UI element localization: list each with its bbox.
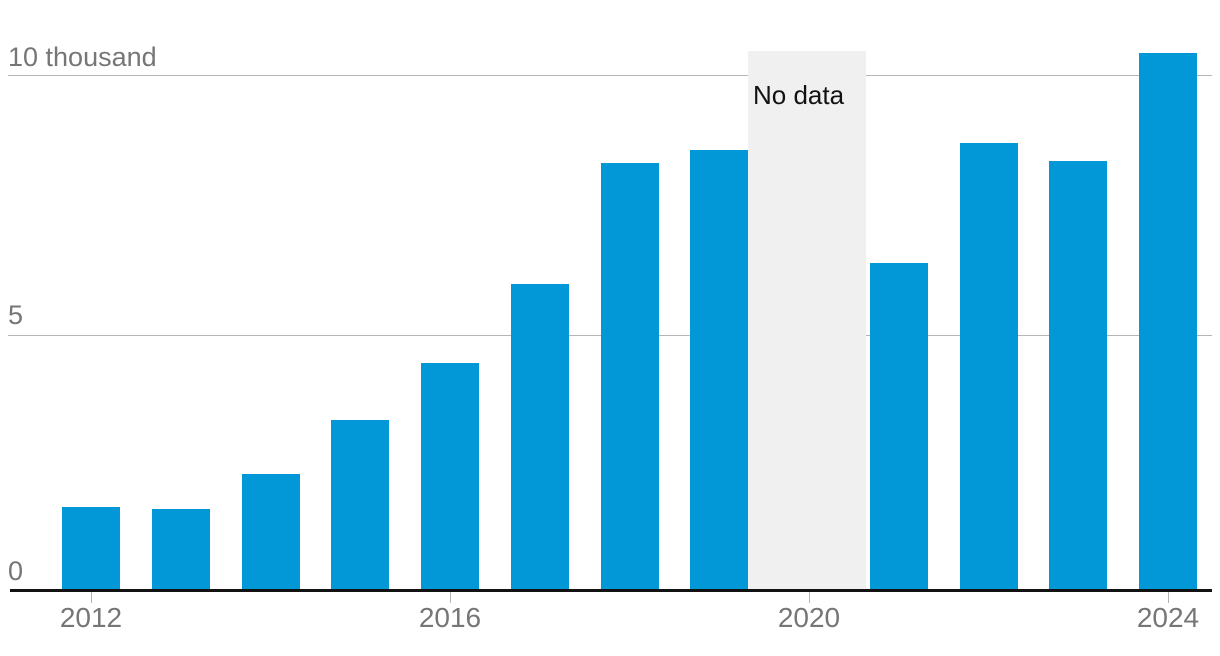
x-tick-2016 [450,592,451,603]
bar-2017 [511,284,569,589]
bars-layer [62,53,1197,589]
bar-2016 [421,363,479,589]
x-axis-label-2012: 2012 [59,602,123,633]
no-data-band-2020: No data [748,51,866,589]
gridline-10-thousand [8,75,1212,76]
y-axis-label-10-thousand: 10 thousand [8,42,157,72]
bar-2021 [870,263,928,589]
bar-2022 [960,143,1018,589]
x-tick-2024 [1168,592,1169,603]
x-axis-line [10,589,1212,592]
bar-2015 [331,420,389,589]
x-axis-label-2016: 2016 [418,602,482,633]
x-tick-2020 [809,592,810,603]
bar-2013 [152,509,210,589]
x-axis-label-2024: 2024 [1136,602,1200,633]
y-axis-label-0: 0 [8,556,24,586]
x-axis-label-2020: 2020 [777,602,841,633]
bar-2019 [690,150,748,589]
bar-2014 [242,474,300,589]
bar-2012 [62,507,120,589]
bar-2024 [1139,53,1197,589]
bar-2023 [1049,161,1107,589]
bar-2018 [601,163,659,589]
no-data-label: No data [753,80,845,110]
x-tick-2012 [91,592,92,603]
y-axis-label-5: 5 [8,300,24,330]
